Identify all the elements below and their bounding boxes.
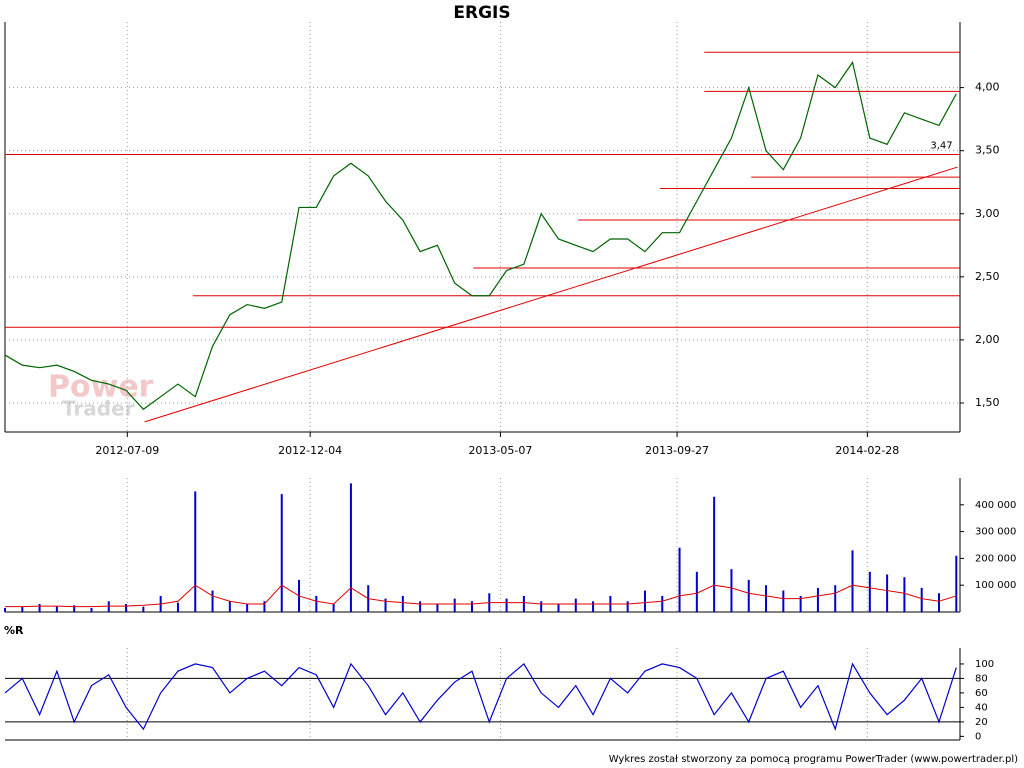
watermark: Power — [48, 370, 154, 405]
series-line — [4, 60, 957, 411]
x-tick-label: 2012-07-09 — [95, 444, 159, 457]
bar — [834, 585, 837, 612]
bar — [505, 598, 508, 612]
y-tick-label: 400 000 — [975, 500, 1016, 511]
series-line — [4, 662, 957, 732]
bar — [782, 590, 785, 612]
bar — [401, 595, 404, 612]
bar — [436, 603, 439, 612]
bar — [38, 603, 41, 612]
bar — [678, 547, 681, 612]
bar — [419, 601, 422, 612]
bar — [730, 569, 733, 612]
bar — [263, 601, 266, 612]
bar — [592, 601, 595, 612]
y-tick-label: 3,50 — [975, 144, 1000, 157]
y-tick-label: 80 — [975, 673, 988, 684]
bar — [661, 595, 664, 612]
bar — [574, 598, 577, 612]
x-tick-label: 2014-02-28 — [835, 444, 899, 457]
bar — [937, 593, 940, 612]
bar — [470, 601, 473, 612]
chart-title: ERGIS — [453, 3, 510, 23]
bar — [453, 598, 456, 612]
bar — [886, 574, 889, 612]
bar — [194, 491, 197, 612]
bar — [349, 483, 352, 612]
bar — [384, 598, 387, 612]
bar — [643, 590, 646, 612]
y-tick-label: 2,00 — [975, 333, 1000, 346]
bar — [4, 607, 6, 612]
bar — [90, 607, 93, 612]
annotation: 3,47 — [930, 140, 952, 151]
footer: Wykres został stworzony za pomocą progra… — [609, 754, 1018, 765]
bar — [695, 571, 698, 612]
y-tick-label: 20 — [975, 717, 988, 728]
bar — [211, 590, 214, 612]
watermark: Trader — [62, 397, 135, 421]
bar — [522, 595, 525, 612]
bar — [765, 585, 768, 612]
bar — [228, 601, 231, 612]
bar — [125, 603, 128, 612]
bar — [955, 555, 958, 612]
bar — [626, 601, 629, 612]
y-tick-label: 2,50 — [975, 270, 1000, 283]
x-tick-label: 2012-12-04 — [278, 444, 342, 457]
bar — [920, 587, 923, 612]
bar — [851, 550, 854, 612]
bar — [868, 571, 871, 612]
bar — [557, 603, 560, 612]
trend-line — [144, 166, 958, 423]
y-tick-label: 0 — [975, 731, 981, 742]
bar — [816, 587, 819, 612]
bar — [799, 595, 802, 612]
y-tick-label: 300 000 — [975, 527, 1016, 538]
average-line — [5, 584, 957, 608]
bar — [903, 577, 906, 612]
bar — [280, 494, 283, 612]
x-tick-label: 2013-09-27 — [645, 444, 709, 457]
bar — [540, 601, 543, 612]
panel-title: %R — [4, 624, 24, 637]
bar — [55, 606, 58, 612]
y-tick-label: 100 — [975, 659, 994, 670]
y-tick-label: 100 000 — [975, 580, 1016, 591]
bar — [315, 595, 318, 612]
bar — [176, 602, 179, 612]
y-tick-label: 40 — [975, 702, 988, 713]
y-tick-label: 200 000 — [975, 553, 1016, 564]
y-tick-label: 3,00 — [975, 207, 1000, 220]
bar — [332, 603, 335, 612]
bar — [21, 606, 24, 612]
y-tick-label: 4,00 — [975, 81, 1000, 94]
bar — [73, 605, 76, 612]
bar — [246, 603, 249, 612]
bar — [713, 496, 716, 612]
bar — [142, 606, 145, 612]
bar — [107, 601, 110, 612]
y-tick-label: 60 — [975, 688, 988, 699]
y-tick-label: 1,50 — [975, 396, 1000, 409]
x-tick-label: 2013-05-07 — [468, 444, 532, 457]
bar — [747, 579, 750, 612]
